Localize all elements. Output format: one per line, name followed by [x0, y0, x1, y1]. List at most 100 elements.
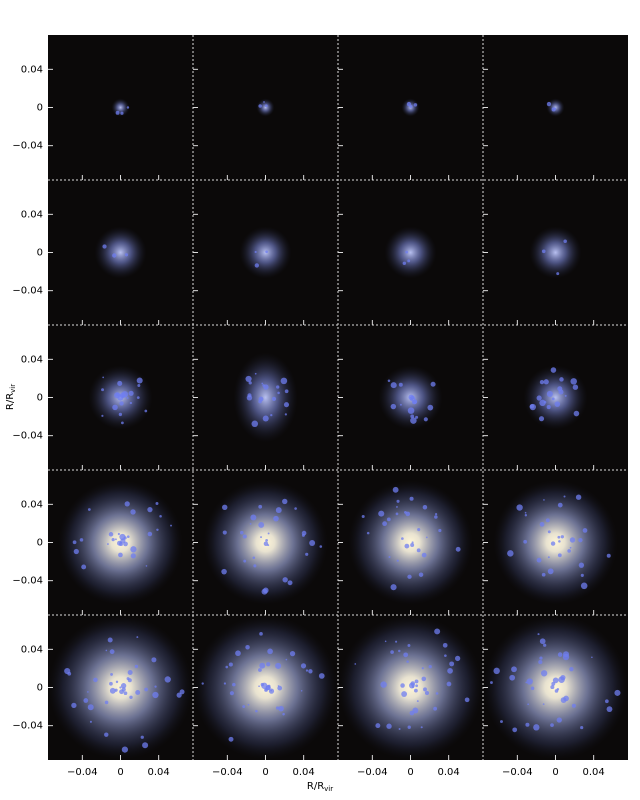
star-clump	[390, 650, 394, 654]
y-tick-label: −0.04	[12, 576, 43, 587]
star-clump	[558, 540, 561, 543]
star-clump	[523, 539, 528, 544]
star-clump	[89, 720, 92, 723]
star-clump	[263, 541, 269, 546]
y-tick-label: 0.04	[21, 209, 43, 220]
star-clump	[107, 543, 109, 545]
star-clump	[271, 396, 277, 402]
star-clump	[277, 685, 283, 691]
star-clump	[414, 679, 419, 684]
star-clump	[446, 681, 452, 687]
star-clump	[526, 678, 533, 685]
star-clump	[83, 698, 89, 703]
star-clump	[126, 396, 129, 399]
star-clump	[606, 706, 613, 713]
star-clump	[115, 110, 120, 115]
y-tick-label: 0.04	[21, 499, 43, 510]
star-clump	[266, 662, 271, 667]
star-clump	[275, 662, 282, 669]
star-clump	[539, 638, 546, 645]
star-clump	[412, 707, 419, 714]
galaxy	[523, 365, 588, 430]
star-clump	[223, 682, 227, 685]
galaxy	[94, 226, 147, 279]
star-clump	[430, 381, 436, 387]
star-clump	[545, 518, 550, 523]
x-tick-label: 0.04	[293, 767, 315, 778]
star-clump	[406, 101, 412, 107]
star-clump	[434, 628, 441, 635]
star-clump	[273, 515, 279, 522]
star-clump	[410, 395, 415, 400]
star-clump	[354, 663, 357, 665]
star-clump	[539, 379, 545, 385]
star-clump	[400, 683, 405, 688]
star-clump	[562, 651, 570, 658]
x-axis-label-main: R/R	[307, 781, 324, 792]
star-clump	[282, 577, 288, 583]
star-clump	[115, 680, 119, 684]
star-clump	[420, 726, 423, 729]
star-clump	[73, 548, 79, 555]
star-clump	[144, 409, 148, 413]
star-clump	[407, 407, 415, 414]
star-clump	[276, 385, 280, 389]
star-clump	[546, 101, 552, 107]
star-clump	[114, 688, 118, 692]
star-clump	[404, 543, 410, 549]
star-clump	[259, 662, 266, 669]
star-clump	[553, 107, 557, 110]
star-clump	[582, 528, 588, 533]
star-clump	[130, 509, 136, 515]
x-tick-label: −0.04	[357, 767, 388, 778]
star-clump	[569, 546, 572, 549]
star-clump	[387, 379, 391, 383]
star-clump	[411, 685, 415, 688]
star-clump	[604, 699, 609, 704]
star-clump	[112, 404, 118, 411]
star-clump	[263, 101, 265, 103]
star-clump	[142, 742, 149, 749]
y-axis-label: R/Rvir	[5, 384, 17, 410]
star-clump	[405, 250, 409, 254]
x-axis-label-sub: vir	[324, 785, 333, 793]
star-clump	[229, 691, 235, 696]
star-clump	[412, 399, 418, 405]
star-clump	[543, 643, 547, 647]
star-clump	[121, 746, 129, 753]
star-clump	[410, 417, 417, 424]
star-clump	[222, 530, 227, 535]
star-clump	[546, 390, 553, 398]
star-clump	[232, 682, 236, 687]
star-clump	[253, 564, 257, 568]
star-clump	[277, 391, 280, 395]
star-clump	[140, 735, 144, 739]
star-clump	[117, 380, 123, 386]
star-clump	[254, 250, 257, 254]
star-clump	[250, 514, 257, 521]
star-clump	[283, 402, 290, 408]
star-clump	[270, 414, 273, 417]
star-clump	[124, 253, 129, 257]
star-clump	[300, 663, 307, 669]
star-clump	[425, 536, 428, 539]
star-clump	[405, 511, 411, 517]
y-axis-label-main: R/R	[5, 393, 16, 410]
star-clump	[572, 384, 579, 390]
star-clump	[254, 372, 257, 375]
star-clump	[423, 687, 427, 692]
star-clump	[308, 669, 313, 674]
x-tick-label: −0.04	[67, 767, 98, 778]
star-clump	[410, 542, 415, 547]
star-clump	[104, 700, 109, 705]
star-clump	[129, 401, 133, 405]
star-clump	[490, 681, 493, 684]
y-tick-label: 0.04	[21, 644, 43, 655]
star-clump	[300, 689, 303, 692]
star-clump	[264, 688, 268, 692]
star-clump	[104, 732, 109, 737]
star-clump	[243, 559, 247, 563]
star-clump	[102, 244, 107, 249]
y-tick-label: 0	[37, 103, 43, 114]
star-clump	[438, 528, 442, 533]
